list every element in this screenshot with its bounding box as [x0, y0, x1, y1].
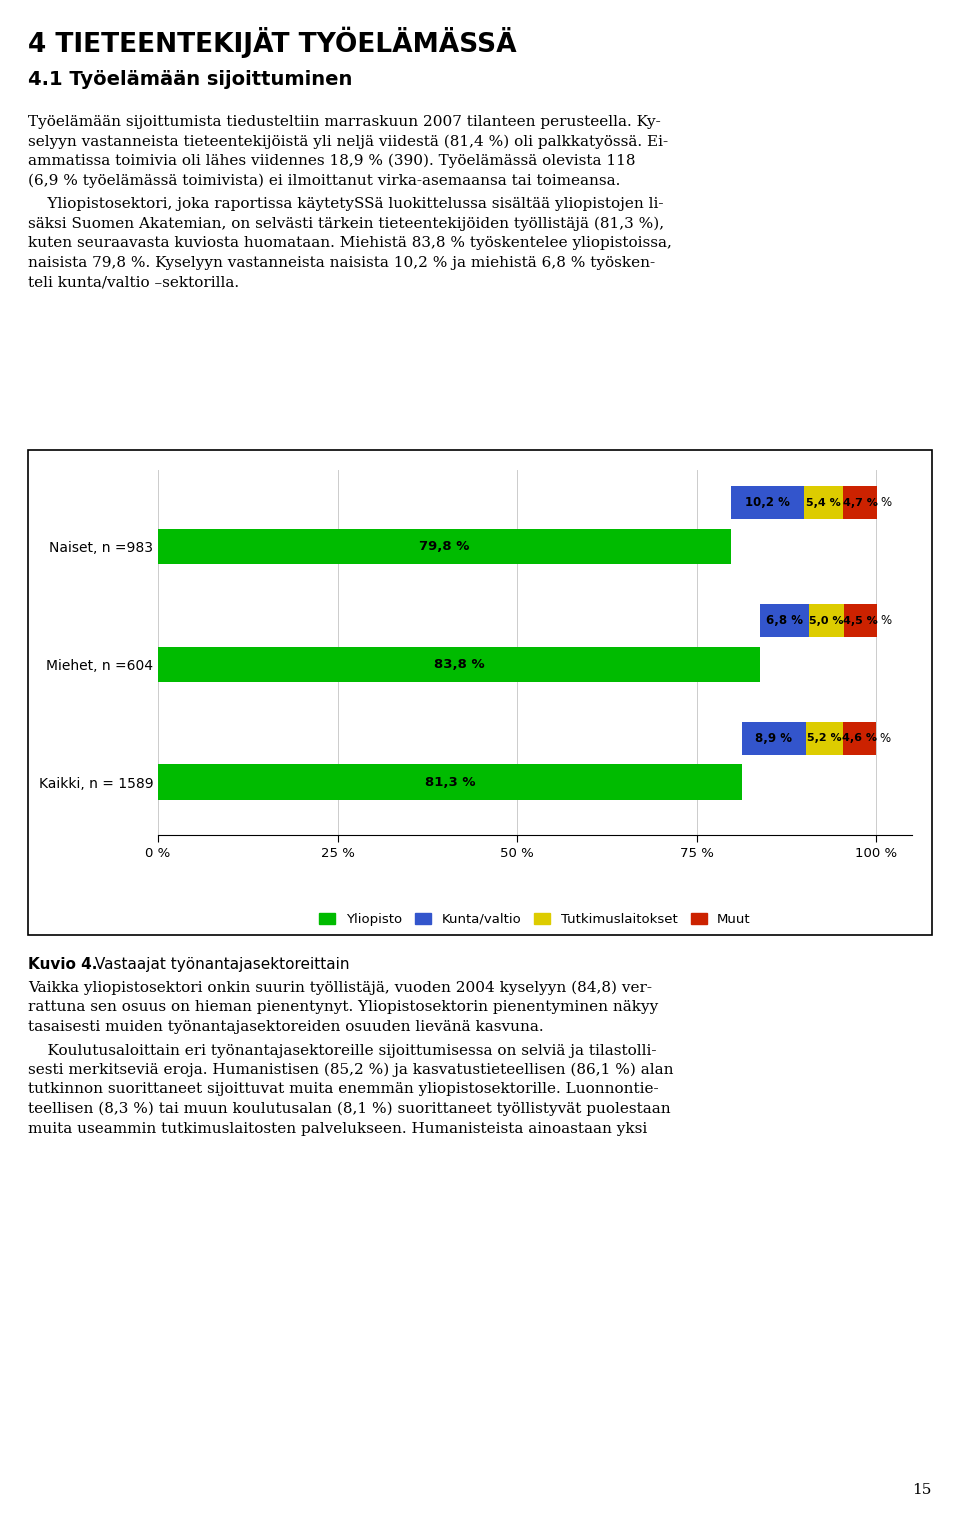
- Bar: [742, 721, 805, 755]
- Text: 5,2 %: 5,2 %: [807, 734, 842, 744]
- Bar: [158, 647, 759, 682]
- Text: Koulutusaloittain eri työnantajasektoreille sijoittumisessa on selviä ja tilasto: Koulutusaloittain eri työnantajasektorei…: [28, 1043, 657, 1057]
- Text: tutkinnon suorittaneet sijoittuvat muita enemmän yliopistosektorille. Luonnontie: tutkinnon suorittaneet sijoittuvat muita…: [28, 1083, 659, 1096]
- Text: kuten seuraavasta kuviosta huomataan. Miehistä 83,8 % työskentelee yliopistoissa: kuten seuraavasta kuviosta huomataan. Mi…: [28, 236, 672, 250]
- Text: 4,6 %: 4,6 %: [842, 734, 877, 744]
- Text: Vastaajat työnantajasektoreittain: Vastaajat työnantajasektoreittain: [90, 958, 349, 971]
- Text: selyyn vastanneista tieteentekijöistä yli neljä viidestä (81,4 %) oli palkkatyös: selyyn vastanneista tieteentekijöistä yl…: [28, 134, 668, 149]
- Bar: [843, 486, 876, 520]
- Bar: [759, 604, 808, 637]
- Bar: [732, 486, 804, 520]
- Text: Yliopistosektori, joka raportissa käytetySSä luokittelussa sisältää yliopistojen: Yliopistosektori, joka raportissa käytet…: [28, 197, 663, 210]
- Bar: [28, 450, 932, 935]
- Text: %: %: [880, 497, 892, 509]
- Text: 4,5 %: 4,5 %: [843, 616, 878, 625]
- Text: Työelämään sijoittumista tiedusteltiin marraskuun 2007 tilanteen perusteella. Ky: Työelämään sijoittumista tiedusteltiin m…: [28, 114, 660, 130]
- Text: 10,2 %: 10,2 %: [745, 497, 790, 509]
- Text: sesti merkitseviä eroja. Humanistisen (85,2 %) ja kasvatustieteellisen (86,1 %) : sesti merkitseviä eroja. Humanistisen (8…: [28, 1063, 674, 1077]
- Text: 81,3 %: 81,3 %: [424, 776, 475, 788]
- Text: %: %: [879, 732, 891, 744]
- Text: teellisen (8,3 %) tai muun koulutusalan (8,1 %) suorittaneet työllistyvät puoles: teellisen (8,3 %) tai muun koulutusalan …: [28, 1103, 671, 1116]
- Text: muita useammin tutkimuslaitosten palvelukseen. Humanisteista ainoastaan yksi: muita useammin tutkimuslaitosten palvelu…: [28, 1121, 647, 1136]
- Text: 83,8 %: 83,8 %: [434, 657, 484, 671]
- Text: tasaisesti muiden työnantajasektoreiden osuuden lievänä kasvuna.: tasaisesti muiden työnantajasektoreiden …: [28, 1020, 543, 1034]
- Bar: [808, 604, 845, 637]
- Text: teli kunta/valtio –sektorilla.: teli kunta/valtio –sektorilla.: [28, 274, 239, 290]
- Bar: [845, 604, 876, 637]
- Text: 6,8 %: 6,8 %: [766, 615, 803, 627]
- Text: 5,4 %: 5,4 %: [806, 499, 841, 508]
- Bar: [804, 486, 843, 520]
- Text: (6,9 % työelämässä toimivista) ei ilmoittanut virka-asemaansa tai toimeansa.: (6,9 % työelämässä toimivista) ei ilmoit…: [28, 174, 620, 188]
- Bar: [805, 721, 843, 755]
- Text: säksi Suomen Akatemian, on selvästi tärkein tieteentekijöiden työllistäjä (81,3 : säksi Suomen Akatemian, on selvästi tärk…: [28, 217, 664, 230]
- Legend: Yliopisto, Kunta/valtio, Tutkimuslaitokset, Muut: Yliopisto, Kunta/valtio, Tutkimuslaitoks…: [314, 907, 756, 932]
- Text: 5,0 %: 5,0 %: [809, 616, 844, 625]
- Text: rattuna sen osuus on hieman pienentynyt. Yliopistosektorin pienentyminen näkyy: rattuna sen osuus on hieman pienentynyt.…: [28, 1000, 659, 1014]
- Bar: [843, 721, 876, 755]
- Text: ammatissa toimivia oli lähes viidennes 18,9 % (390). Työelämässä olevista 118: ammatissa toimivia oli lähes viidennes 1…: [28, 154, 636, 168]
- Text: 15: 15: [913, 1482, 932, 1498]
- Bar: [158, 529, 732, 564]
- Text: 4.1 Työelämään sijoittuminen: 4.1 Työelämään sijoittuminen: [28, 70, 352, 88]
- Text: %: %: [880, 615, 892, 627]
- Text: 4 TIETEENTEKIJÄT TYÖELÄMÄSSÄ: 4 TIETEENTEKIJÄT TYÖELÄMÄSSÄ: [28, 27, 516, 58]
- Text: 79,8 %: 79,8 %: [420, 540, 469, 554]
- Text: 8,9 %: 8,9 %: [756, 732, 792, 744]
- Text: naisista 79,8 %. Kyselyyn vastanneista naisista 10,2 % ja miehistä 6,8 % työsken: naisista 79,8 %. Kyselyyn vastanneista n…: [28, 256, 655, 270]
- Text: 4,7 %: 4,7 %: [843, 499, 877, 508]
- Text: Vaikka yliopistosektori onkin suurin työllistäjä, vuoden 2004 kyselyyn (84,8) ve: Vaikka yliopistosektori onkin suurin työ…: [28, 981, 652, 996]
- Text: Kuvio 4.: Kuvio 4.: [28, 958, 97, 971]
- Bar: [158, 764, 742, 799]
